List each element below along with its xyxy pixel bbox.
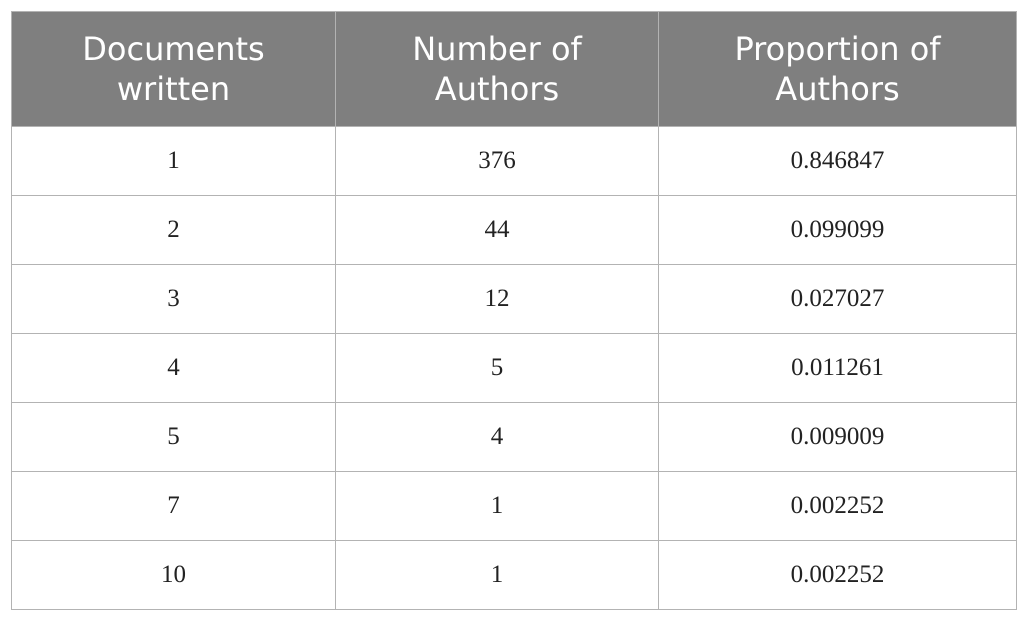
table-row: 3 12 0.027027	[11, 264, 1017, 334]
table-cell: 4	[11, 333, 336, 403]
table-row: 7 1 0.002252	[11, 471, 1017, 541]
table-cell: 0.027027	[658, 264, 1017, 334]
table-cell: 0.846847	[658, 126, 1017, 196]
table-cell: 1	[335, 471, 659, 541]
table-cell: 3	[11, 264, 336, 334]
table-cell: 1	[11, 126, 336, 196]
table-cell: 0.099099	[658, 195, 1017, 265]
header-text: Proportion of Authors	[734, 30, 941, 108]
table-cell: 12	[335, 264, 659, 334]
table-cell: 0.002252	[658, 471, 1017, 541]
table-cell: 44	[335, 195, 659, 265]
table-cell: 0.011261	[658, 333, 1017, 403]
table-cell: 376	[335, 126, 659, 196]
table-cell: 5	[335, 333, 659, 403]
table-cell: 0.002252	[658, 540, 1017, 610]
table-row: 2 44 0.099099	[11, 195, 1017, 265]
header-text: Number of Authors	[412, 30, 582, 108]
header-cell: Documents written	[11, 11, 336, 127]
table-row: 10 1 0.002252	[11, 540, 1017, 610]
table-row: 5 4 0.009009	[11, 402, 1017, 472]
table-cell: 1	[335, 540, 659, 610]
table-header: Documents written Number of Authors Propor…	[11, 11, 1017, 127]
table-cell: 7	[11, 471, 336, 541]
table-cell: 10	[11, 540, 336, 610]
table-body: 1 376 0.846847 2 44 0.099099 3 12 0.027027 4 5 0.01…	[11, 126, 1017, 610]
table-cell: 0.009009	[658, 402, 1017, 472]
table-cell: 5	[11, 402, 336, 472]
table-row: 1 376 0.846847	[11, 126, 1017, 196]
table-cell: 4	[335, 402, 659, 472]
data-table: Documents written Number of Authors Propor…	[11, 11, 1017, 610]
header-cell: Number of Authors	[335, 11, 659, 127]
header-text: Documents written	[82, 30, 265, 108]
table-cell: 2	[11, 195, 336, 265]
header-cell: Proportion of Authors	[658, 11, 1017, 127]
table-row: 4 5 0.011261	[11, 333, 1017, 403]
header-row: Documents written Number of Authors Propor…	[11, 11, 1017, 127]
